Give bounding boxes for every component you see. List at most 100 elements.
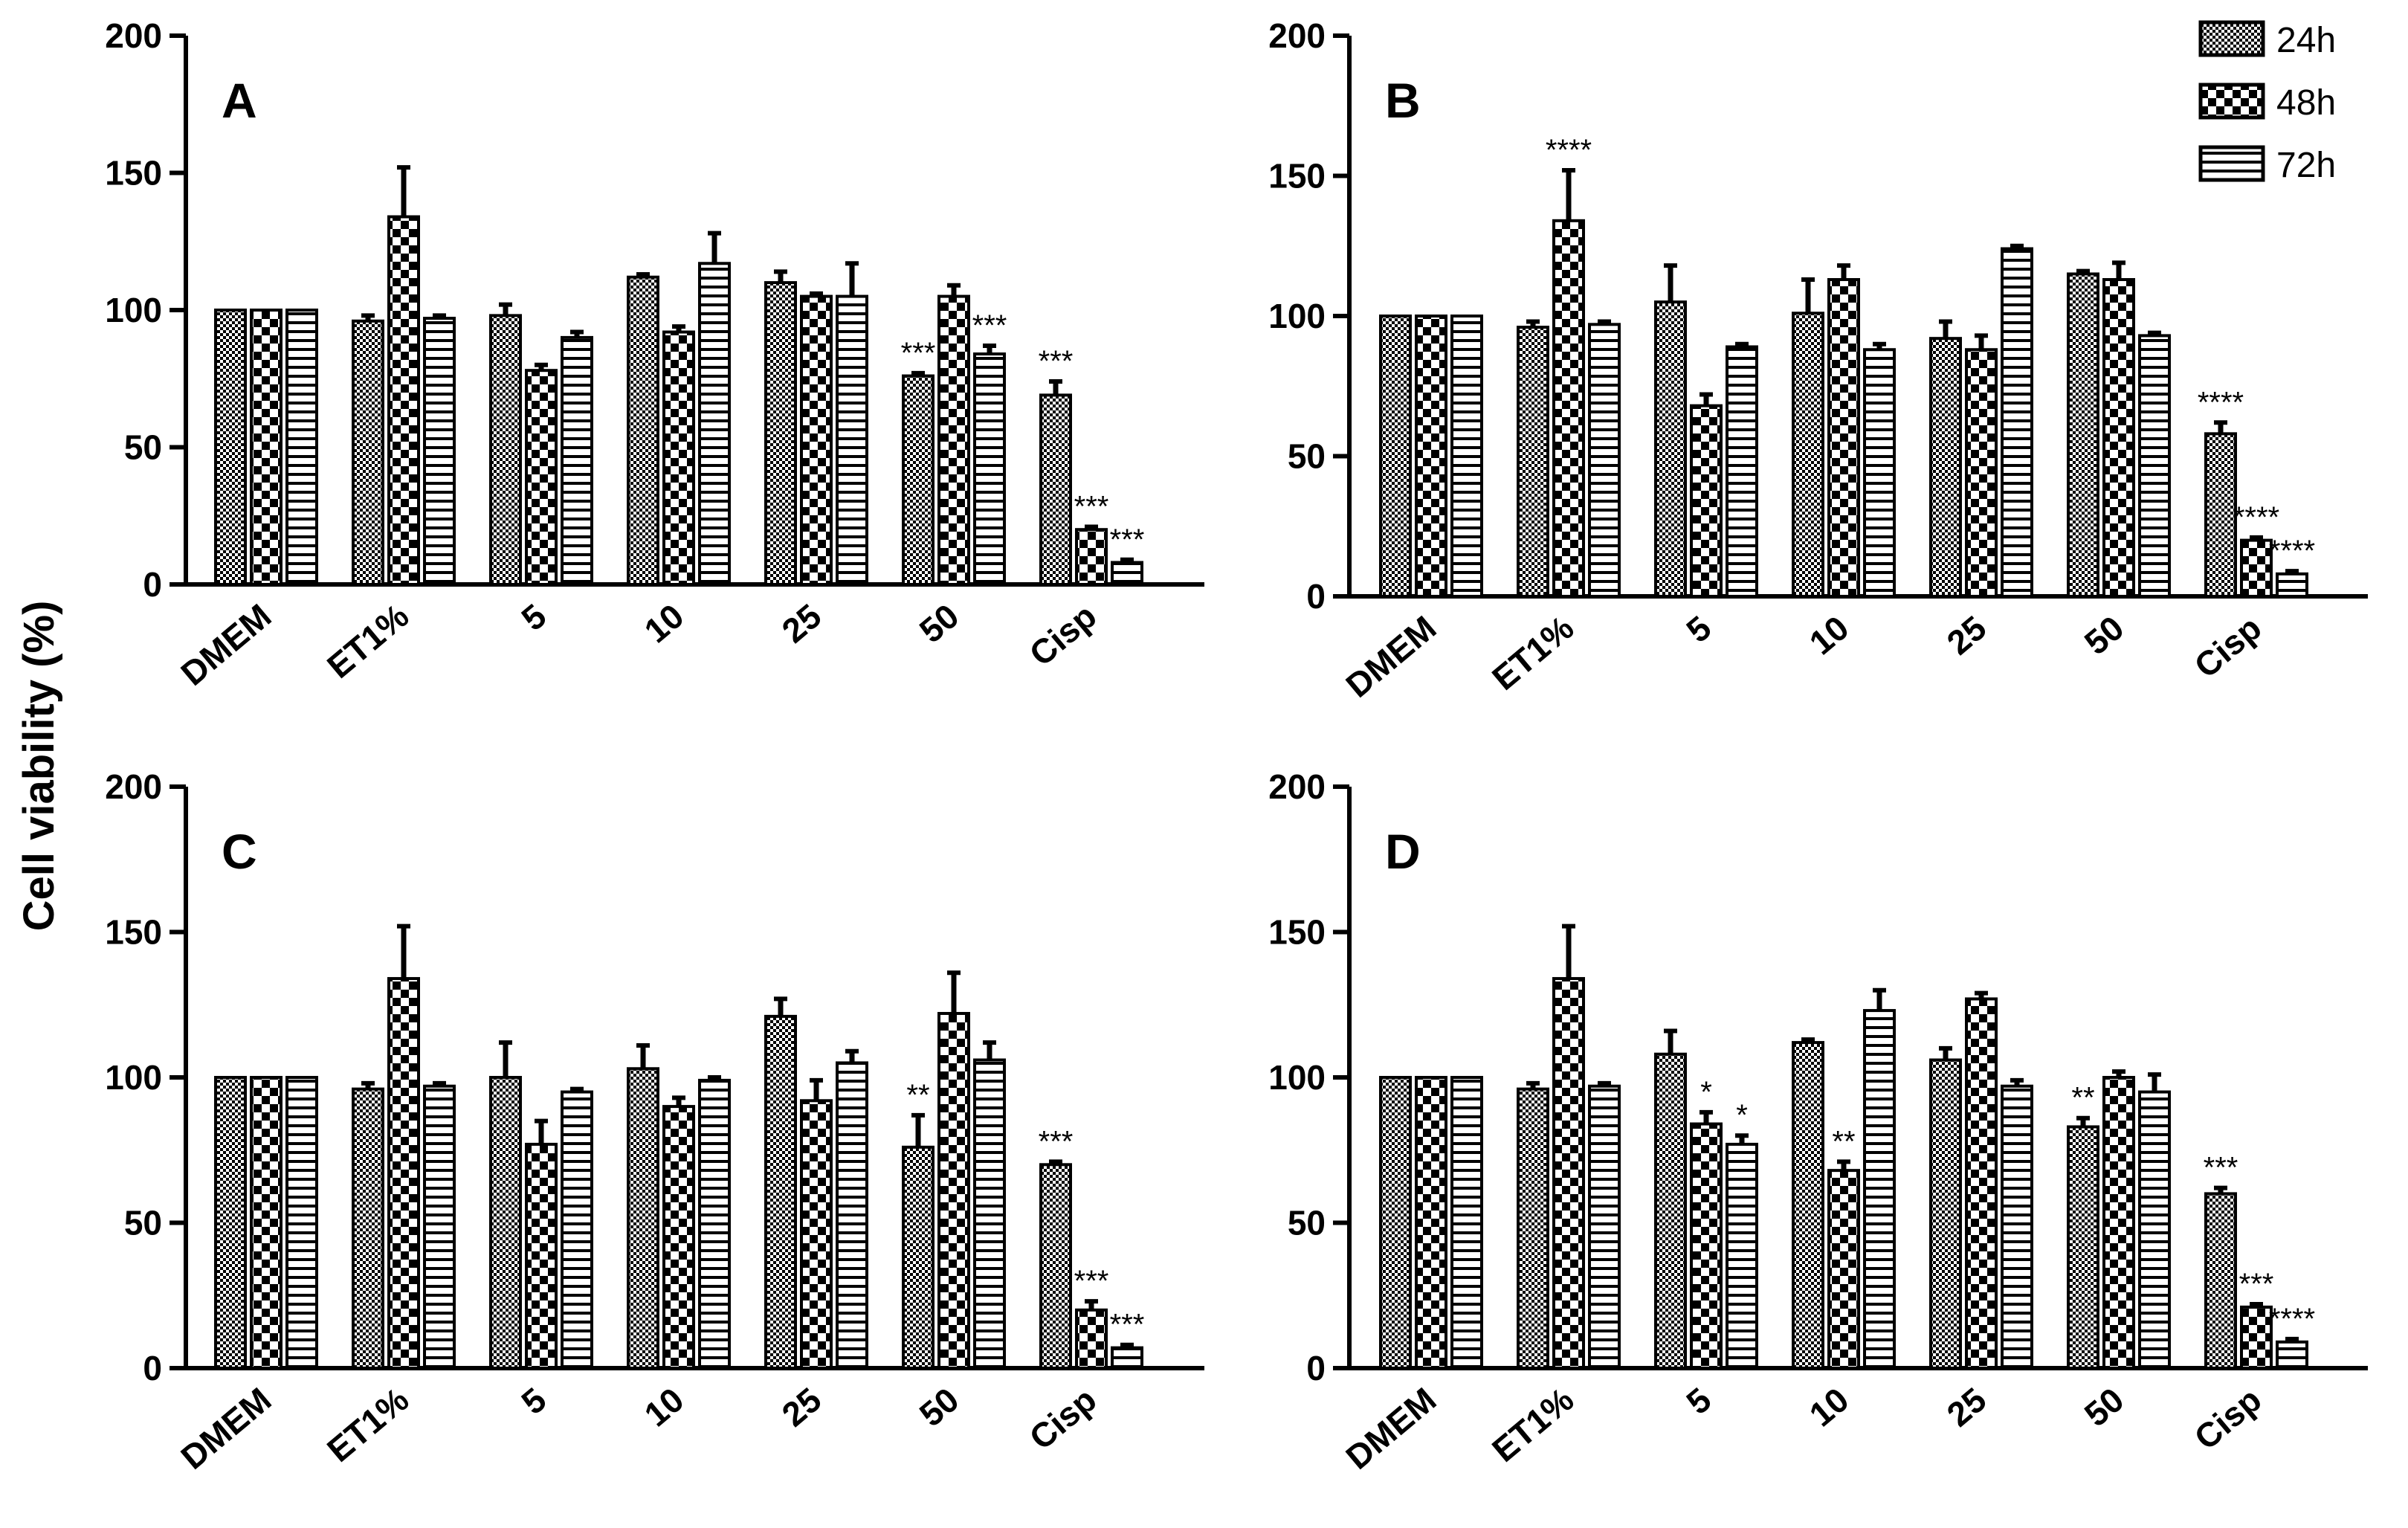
category-label: 10 (1802, 608, 1856, 663)
category-label: 5 (1679, 1380, 1718, 1422)
category-label: Cisp (2187, 608, 2269, 686)
category-label: Cisp (1022, 596, 1104, 674)
y-tick-label: 50 (1288, 1204, 1326, 1242)
bar-72h-DMEM (1450, 315, 1483, 598)
bar-24h-50 (2067, 1125, 2099, 1370)
category-label: 25 (1940, 608, 1994, 663)
category-label: DMEM (173, 596, 278, 693)
bar-72h-Cisp (2276, 572, 2308, 599)
category-label: 50 (2077, 608, 2131, 663)
panel-letter: B (1385, 73, 1421, 128)
bar-72h-ET1% (1588, 1084, 1621, 1370)
bar-48h-25 (800, 1099, 833, 1370)
bar-24h-Cisp (2204, 1192, 2237, 1370)
y-tick-label: 0 (1306, 577, 1326, 616)
category-label: DMEM (1338, 1380, 1443, 1477)
bar-24h-25 (1929, 1058, 1962, 1370)
category-label: 25 (1940, 1380, 1994, 1434)
panel-letter: D (1385, 824, 1421, 879)
bar-72h-DMEM (1450, 1076, 1483, 1370)
bar-48h-50 (2102, 277, 2135, 598)
y-tick-label: 200 (105, 16, 162, 55)
significance-marker: **** (2269, 1303, 2315, 1335)
category-label: ET1% (320, 596, 416, 686)
bar-48h-DMEM (250, 309, 283, 586)
category-label: DMEM (1338, 608, 1443, 705)
bar-72h-ET1% (1588, 323, 1621, 598)
bar-48h-Cisp (1075, 1308, 1108, 1370)
bar-24h-5 (489, 1076, 522, 1370)
bar-48h-10 (1827, 277, 1860, 598)
bar-72h-25 (836, 1061, 868, 1370)
bar-48h-ET1% (1552, 977, 1585, 1370)
bar-72h-25 (2001, 247, 2033, 598)
bar-48h-DMEM (250, 1076, 283, 1370)
legend-label: 48h (2276, 83, 2336, 123)
bar-24h-Cisp (1039, 1163, 1072, 1370)
significance-marker: *** (2204, 1152, 2238, 1184)
significance-marker: *** (901, 337, 936, 370)
y-tick-label: 0 (143, 1349, 162, 1387)
legend-label: 24h (2276, 21, 2336, 60)
bar-24h-DMEM (214, 1076, 247, 1370)
significance-marker: *** (1110, 523, 1145, 556)
bar-24h-50 (902, 374, 935, 586)
bar-48h-5 (1690, 1122, 1723, 1370)
bar-72h-10 (698, 1078, 731, 1370)
y-tick-label: 0 (143, 565, 162, 604)
bar-24h-5 (489, 314, 522, 586)
significance-marker: *** (1074, 491, 1109, 523)
y-tick-label: 100 (105, 291, 162, 329)
bar-72h-5 (1726, 1142, 1758, 1370)
bar-72h-10 (698, 262, 731, 586)
category-label: ET1% (320, 1380, 416, 1469)
bar-72h-5 (561, 1090, 593, 1370)
bar-72h-Cisp (2276, 1340, 2308, 1370)
significance-marker: * (1736, 1099, 1748, 1132)
category-label: 10 (637, 596, 691, 651)
category-label: 50 (912, 1380, 966, 1434)
bar-24h-5 (1654, 1052, 1687, 1370)
bar-24h-ET1% (1517, 326, 1549, 598)
panel-letter: C (222, 824, 257, 879)
bar-48h-Cisp (1075, 528, 1108, 587)
bar-72h-10 (1863, 348, 1896, 598)
bar-24h-DMEM (214, 309, 247, 586)
category-label: 10 (1802, 1380, 1856, 1434)
bar-72h-Cisp (1111, 1346, 1143, 1370)
bar-72h-DMEM (285, 309, 318, 586)
bar-48h-ET1% (1552, 219, 1585, 598)
y-tick-label: 0 (1306, 1349, 1326, 1387)
bar-72h-50 (2138, 334, 2171, 598)
bar-24h-10 (1792, 312, 1824, 598)
category-label: Cisp (1022, 1380, 1104, 1457)
bar-72h-25 (836, 294, 868, 586)
bar-24h-10 (1792, 1041, 1824, 1370)
bar-72h-ET1% (423, 317, 456, 586)
bar-24h-25 (764, 281, 797, 586)
bar-48h-ET1% (387, 215, 420, 586)
bar-72h-Cisp (1111, 561, 1143, 586)
y-tick-label: 150 (1268, 913, 1326, 952)
bar-48h-25 (1965, 997, 1998, 1370)
y-tick-label: 100 (1268, 297, 1326, 335)
bar-48h-25 (800, 294, 833, 586)
significance-marker: ** (1832, 1125, 1855, 1158)
significance-marker: ** (906, 1079, 929, 1112)
bar-24h-Cisp (1039, 393, 1072, 587)
bar-72h-5 (1726, 345, 1758, 598)
bar-24h-DMEM (1379, 1076, 1412, 1370)
bar-24h-50 (2067, 272, 2099, 598)
bar-72h-50 (973, 352, 1006, 586)
bar-24h-ET1% (352, 1087, 384, 1370)
bar-48h-DMEM (1415, 315, 1447, 598)
bar-72h-50 (973, 1058, 1006, 1370)
bar-72h-5 (561, 335, 593, 586)
bar-72h-25 (2001, 1084, 2033, 1370)
bar-48h-25 (1965, 348, 1998, 598)
bar-48h-50 (937, 294, 970, 586)
bar-48h-5 (525, 1142, 558, 1370)
bar-48h-Cisp (2240, 538, 2273, 598)
